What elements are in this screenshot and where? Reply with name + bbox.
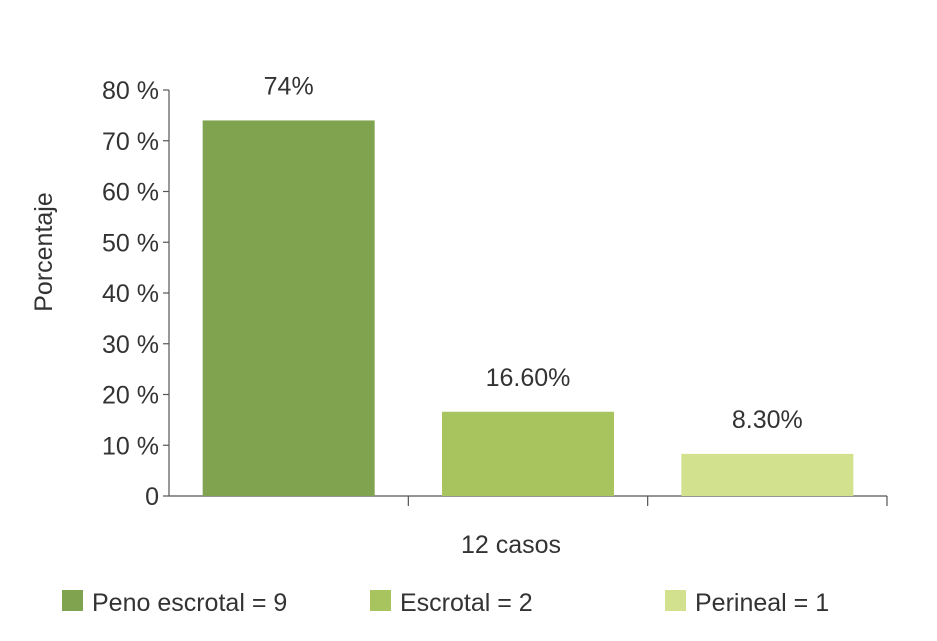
legend-swatch <box>370 590 391 611</box>
y-tick-label: 70 % <box>102 128 159 156</box>
y-tick-label: 40 % <box>102 280 159 308</box>
bar <box>202 120 375 496</box>
legend-label: Perineal = 1 <box>695 589 829 617</box>
y-tick-label: 50 % <box>102 229 159 257</box>
legend-label: Escrotal = 2 <box>400 589 533 617</box>
legend-swatch <box>665 590 686 611</box>
y-tick-label: 30 % <box>102 331 159 359</box>
y-tick-label: 10 % <box>102 432 159 460</box>
legend-swatch <box>62 590 83 611</box>
data-label: 8.30% <box>732 406 803 434</box>
plot-area: 0 10 % 20 % 30 % 40 % 50 % 60 % 70 % 80 % 74% 16.6… <box>102 72 888 559</box>
data-label: 16.60% <box>486 364 571 392</box>
y-tick-label: 0 <box>145 483 159 511</box>
legend-label: Peno escrotal = 9 <box>92 589 287 617</box>
bar <box>442 411 614 496</box>
x-category-label: 12 casos <box>461 531 561 559</box>
y-axis-title: Porcentaje <box>30 192 58 312</box>
y-tick-label: 60 % <box>102 179 159 207</box>
bar <box>681 453 854 496</box>
legend: Peno escrotal = 9 Escrotal = 2 Perineal = … <box>62 589 829 617</box>
y-tick-label: 20 % <box>102 382 159 410</box>
data-label: 74% <box>264 72 314 100</box>
y-tick-label: 80 % <box>102 77 159 105</box>
